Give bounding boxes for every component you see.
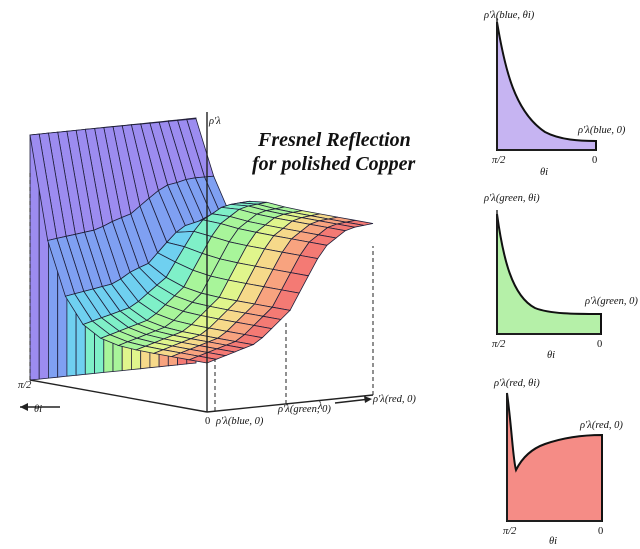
red-reflectance-area xyxy=(506,392,603,522)
subplot-red: ρ'λ(red, θi) ρ'λ(red, 0) π/2 θi 0 xyxy=(493,378,623,547)
title-line-1: Fresnel Reflection xyxy=(257,129,411,151)
red-x-left-label: π/2 xyxy=(503,526,517,537)
red-x-right-label: 0 xyxy=(598,526,603,537)
red-x-mid-label: θi xyxy=(549,536,557,547)
green-x-left-label: π/2 xyxy=(492,339,506,350)
theta-axis-label: θi xyxy=(34,404,42,415)
main-axes xyxy=(20,112,374,413)
tick-red-label: ρ'λ(red, 0) xyxy=(372,394,416,405)
theta-axis-line xyxy=(29,379,208,413)
green-top-label: ρ'λ(green, θi) xyxy=(483,193,540,204)
blue-x-left-label: π/2 xyxy=(492,155,506,166)
fresnel-surface-plot xyxy=(29,117,374,381)
theta-arrow-head-icon xyxy=(20,403,28,411)
lambda-axis-line xyxy=(206,394,374,413)
blue-reflectance-area xyxy=(496,21,597,151)
blue-x-mid-label: θi xyxy=(540,167,548,178)
surface-facet xyxy=(187,355,218,364)
main-labels: Fresnel Reflection for polished Copper ρ… xyxy=(18,116,416,427)
red-top-label: ρ'λ(red, θi) xyxy=(493,378,540,389)
title-line-2: for polished Copper xyxy=(252,153,416,175)
green-x-mid-label: θi xyxy=(547,350,555,361)
rho-axis-label: ρ'λ xyxy=(208,116,221,127)
green-right-label: ρ'λ(green, 0) xyxy=(584,296,638,307)
tick-green-label: ρ'λ(green, 0) xyxy=(277,404,331,415)
blue-top-label: ρ'λ(blue, θi) xyxy=(483,10,535,21)
subplot-green: ρ'λ(green, θi) ρ'λ(green, 0) π/2 θi 0 xyxy=(483,193,638,361)
green-x-right-label: 0 xyxy=(597,339,602,350)
subplot-blue: ρ'λ(blue, θi) ρ'λ(blue, 0) π/2 θi 0 xyxy=(483,10,626,178)
zero-label: 0 xyxy=(205,416,210,427)
lambda-arrow-head-icon xyxy=(364,396,372,403)
lambda-arrow-line xyxy=(334,398,371,404)
blue-x-right-label: 0 xyxy=(592,155,597,166)
lambda-axis-label: λ xyxy=(317,401,323,412)
tick-blue-label: ρ'λ(blue, 0) xyxy=(215,416,264,427)
green-reflectance-area xyxy=(496,213,602,335)
pi-half-label: π/2 xyxy=(18,380,32,391)
red-right-label: ρ'λ(red, 0) xyxy=(579,420,623,431)
blue-right-label: ρ'λ(blue, 0) xyxy=(577,125,626,136)
